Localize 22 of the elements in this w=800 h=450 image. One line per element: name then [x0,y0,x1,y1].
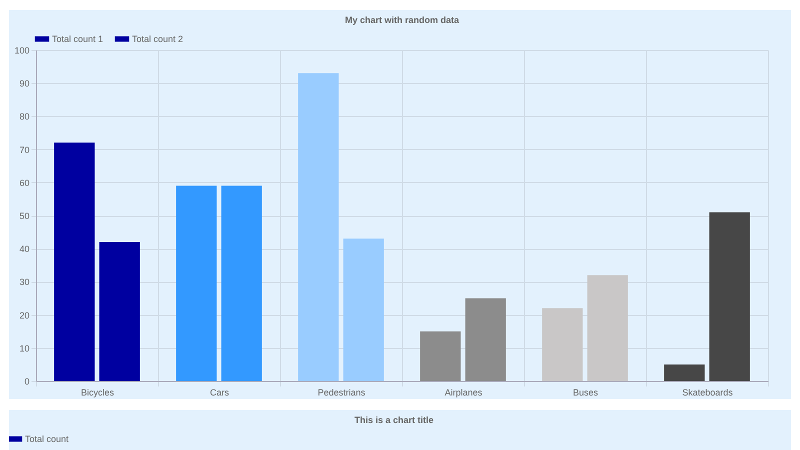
x-tick-label: Buses [572,388,599,398]
y-tick-label: 100 [14,46,30,56]
x-tick-label: Skateboards [682,388,734,398]
chart-title: My chart with random data [344,15,460,25]
y-tick-label: 30 [19,277,30,288]
x-tick-label: Cars [210,388,230,398]
y-tick-label: 20 [19,310,30,320]
y-tick-label: 10 [19,343,30,354]
y-tick-label: 40 [19,244,30,254]
text: This is a chart title [354,415,434,425]
x-tick-label: Pedestrians [318,388,366,398]
y-tick-label: 90 [19,78,30,89]
y-tick-label: 0 [24,376,30,386]
y-tick-label: 70 [19,144,30,155]
legend-label: Total count 1 [52,34,104,44]
x-tick-label: Bicycles [80,388,114,398]
y-tick-label: 50 [19,211,30,221]
legend-label: Total count 2 [132,34,184,44]
x-tick-label: Airplanes [444,388,483,398]
legend-label: Total count [25,434,70,444]
y-tick-label: 80 [19,112,30,122]
y-tick-label: 60 [19,178,30,188]
